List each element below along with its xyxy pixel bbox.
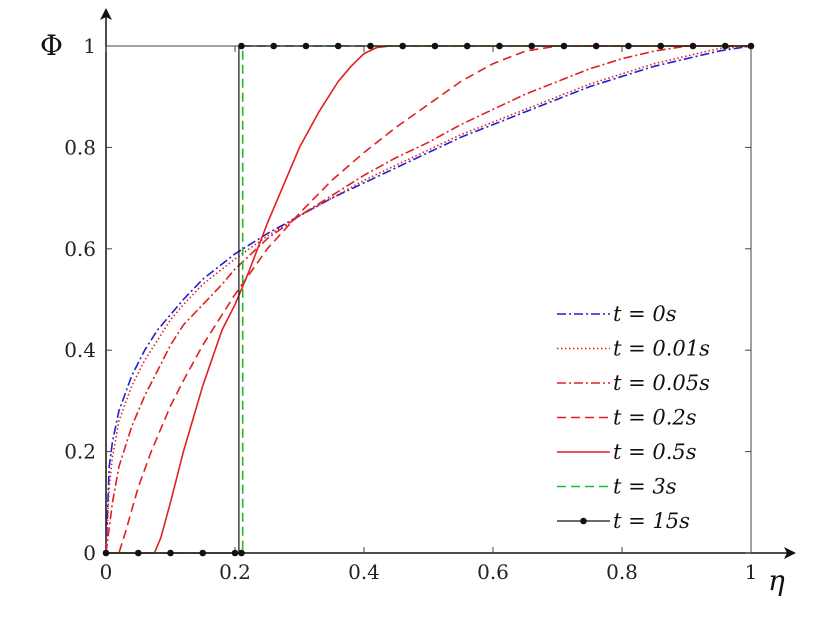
y-tick-label: 0 bbox=[83, 541, 96, 565]
series-line-t-0-05s bbox=[105, 45, 751, 554]
legend-label: t = 0.05s bbox=[613, 371, 710, 395]
series-marker bbox=[238, 42, 245, 50]
series-marker bbox=[689, 42, 697, 50]
axis-tick-labels: 0 0.2 0.4 0.6 0.8 1 0 0.2 0.4 0.6 0.8 1 bbox=[64, 34, 757, 584]
series-marker bbox=[560, 42, 568, 50]
x-axis-label: η bbox=[768, 564, 785, 597]
series-marker bbox=[102, 549, 110, 557]
x-tick-label: 0.4 bbox=[348, 560, 380, 584]
series-marker bbox=[496, 42, 503, 50]
legend-label: t = 15s bbox=[613, 509, 690, 533]
series-marker bbox=[431, 42, 439, 50]
series-marker bbox=[463, 42, 471, 50]
x-tick-label: 0.8 bbox=[606, 560, 638, 584]
series-marker bbox=[238, 549, 245, 557]
series-line-t-0s bbox=[105, 45, 752, 554]
x-tick-label: 0.2 bbox=[219, 560, 251, 584]
series-marker bbox=[592, 42, 600, 50]
series-marker bbox=[657, 42, 664, 50]
series-marker bbox=[528, 42, 535, 50]
series-marker bbox=[302, 42, 310, 50]
legend: t = 0s t = 0.01s t = 0.05s t = 0.2s t = 0.5s… bbox=[557, 302, 710, 533]
series-marker bbox=[167, 549, 174, 557]
series-marker bbox=[721, 42, 729, 50]
series-layer bbox=[102, 42, 755, 557]
series-marker bbox=[231, 549, 239, 557]
legend-label: t = 0.01s bbox=[613, 337, 710, 361]
y-tick-label: 0.2 bbox=[64, 440, 96, 464]
series-marker bbox=[399, 42, 407, 50]
y-tick-label: 0.6 bbox=[64, 237, 96, 261]
series-marker bbox=[134, 549, 142, 557]
series-marker bbox=[270, 42, 278, 50]
series-line-t-0-01s bbox=[105, 45, 752, 554]
series-marker bbox=[334, 42, 342, 50]
legend-label: t = 0s bbox=[613, 302, 677, 326]
series-marker bbox=[747, 42, 755, 50]
legend-marker bbox=[580, 517, 587, 525]
legend-label: t = 0.2s bbox=[613, 406, 697, 430]
x-tick-label: 0 bbox=[100, 560, 113, 584]
y-tick-label: 0.8 bbox=[64, 135, 96, 159]
y-tick-label: 0.4 bbox=[64, 338, 96, 362]
axis-ticks bbox=[105, 45, 752, 554]
legend-label: t = 3s bbox=[613, 475, 677, 499]
legend-label: t = 0.5s bbox=[613, 440, 697, 464]
x-tick-label: 1 bbox=[745, 560, 758, 584]
series-marker bbox=[625, 42, 632, 50]
y-tick-label: 1 bbox=[83, 34, 96, 58]
x-tick-label: 0.6 bbox=[477, 560, 509, 584]
series-marker bbox=[199, 549, 207, 557]
y-axis-label: Φ bbox=[40, 29, 63, 62]
series-marker bbox=[367, 42, 374, 50]
